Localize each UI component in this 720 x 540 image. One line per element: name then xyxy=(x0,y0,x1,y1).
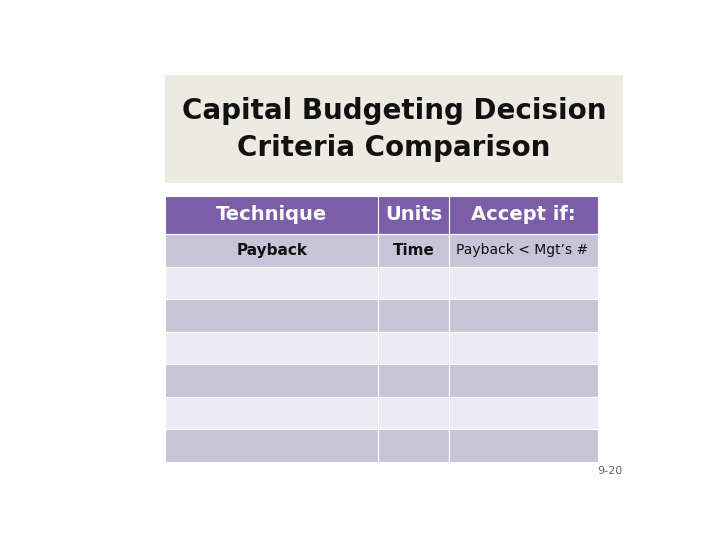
Text: Time: Time xyxy=(392,243,434,258)
Text: Payback < Mgt’s #: Payback < Mgt’s # xyxy=(456,244,588,257)
Bar xyxy=(166,196,378,234)
Bar xyxy=(166,397,378,429)
Bar xyxy=(378,196,449,234)
Bar xyxy=(166,429,378,462)
Bar xyxy=(378,234,449,267)
Bar xyxy=(378,397,449,429)
Bar xyxy=(449,267,598,299)
Bar xyxy=(378,364,449,397)
Bar xyxy=(166,332,378,364)
Bar xyxy=(378,332,449,364)
Bar xyxy=(166,234,378,267)
Bar xyxy=(166,364,378,397)
Bar xyxy=(449,196,598,234)
Text: Technique: Technique xyxy=(216,205,328,225)
Text: Units: Units xyxy=(385,205,442,225)
Bar xyxy=(378,429,449,462)
Bar xyxy=(449,364,598,397)
Text: Accept if:: Accept if: xyxy=(471,205,576,225)
Bar xyxy=(166,267,378,299)
Bar xyxy=(449,397,598,429)
Bar xyxy=(449,299,598,332)
Bar xyxy=(449,332,598,364)
Bar xyxy=(378,299,449,332)
Text: 9-20: 9-20 xyxy=(598,467,623,476)
Bar xyxy=(166,299,378,332)
Text: Capital Budgeting Decision
Criteria Comparison: Capital Budgeting Decision Criteria Comp… xyxy=(182,97,606,161)
Text: Payback: Payback xyxy=(236,243,307,258)
Bar xyxy=(449,234,598,267)
Bar xyxy=(449,429,598,462)
Bar xyxy=(166,75,623,183)
Bar xyxy=(378,267,449,299)
